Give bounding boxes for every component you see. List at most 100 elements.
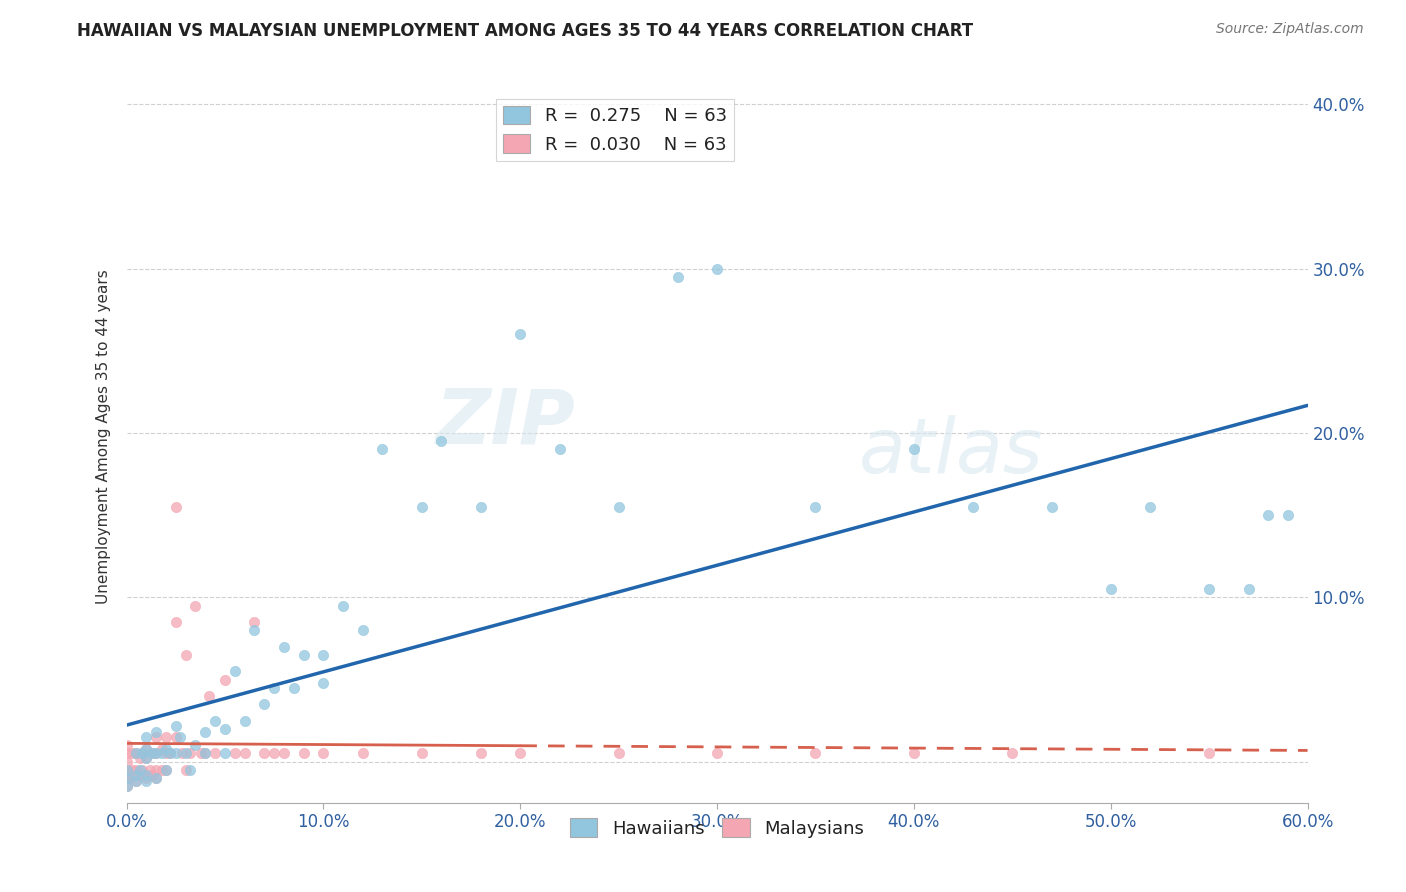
Point — [470, 500, 492, 514]
Point — [115, 747, 138, 761]
Point — [804, 747, 827, 761]
Point — [165, 730, 187, 744]
Point — [125, 774, 148, 789]
Point — [1099, 582, 1122, 596]
Point — [190, 747, 212, 761]
Point — [607, 747, 630, 761]
Point — [135, 774, 157, 789]
Point — [120, 771, 142, 785]
Point — [115, 780, 138, 794]
Point — [165, 718, 187, 732]
Point — [194, 747, 217, 761]
Point — [962, 500, 984, 514]
Point — [165, 615, 187, 629]
Point — [548, 442, 571, 457]
Point — [1257, 508, 1279, 523]
Point — [115, 771, 138, 785]
Point — [184, 739, 207, 753]
Point — [125, 763, 148, 777]
Point — [174, 763, 197, 777]
Point — [1139, 500, 1161, 514]
Text: HAWAIIAN VS MALAYSIAN UNEMPLOYMENT AMONG AGES 35 TO 44 YEARS CORRELATION CHART: HAWAIIAN VS MALAYSIAN UNEMPLOYMENT AMONG… — [77, 22, 973, 40]
Point — [135, 768, 157, 782]
Point — [125, 774, 148, 789]
Point — [135, 751, 157, 765]
Point — [312, 648, 335, 662]
Point — [159, 747, 181, 761]
Point — [145, 771, 167, 785]
Point — [1198, 582, 1220, 596]
Point — [135, 730, 157, 744]
Point — [165, 500, 187, 514]
Text: Source: ZipAtlas.com: Source: ZipAtlas.com — [1216, 22, 1364, 37]
Point — [509, 747, 531, 761]
Point — [411, 500, 433, 514]
Point — [352, 624, 374, 638]
Point — [214, 673, 236, 687]
Point — [135, 771, 157, 785]
Point — [332, 599, 354, 613]
Point — [1040, 500, 1063, 514]
Point — [224, 665, 246, 679]
Point — [253, 697, 276, 711]
Point — [141, 747, 163, 761]
Point — [115, 763, 138, 777]
Point — [131, 763, 153, 777]
Point — [169, 730, 191, 744]
Point — [283, 681, 305, 695]
Point — [1001, 747, 1024, 761]
Point — [131, 747, 153, 761]
Point — [145, 725, 167, 739]
Point — [292, 747, 315, 761]
Point — [115, 755, 138, 769]
Point — [509, 327, 531, 342]
Text: atlas: atlas — [859, 415, 1043, 489]
Point — [145, 763, 167, 777]
Point — [125, 747, 148, 761]
Point — [129, 751, 152, 765]
Point — [121, 747, 143, 761]
Point — [273, 747, 295, 761]
Point — [292, 648, 315, 662]
Text: ZIP: ZIP — [436, 385, 575, 459]
Point — [903, 442, 925, 457]
Point — [194, 725, 217, 739]
Point — [125, 747, 148, 761]
Point — [352, 747, 374, 761]
Point — [145, 771, 167, 785]
Point — [666, 269, 689, 284]
Point — [159, 747, 181, 761]
Legend: Hawaiians, Malaysians: Hawaiians, Malaysians — [562, 811, 872, 845]
Point — [135, 741, 157, 756]
Point — [129, 763, 152, 777]
Point — [804, 500, 827, 514]
Point — [125, 768, 148, 782]
Point — [312, 675, 335, 690]
Point — [179, 763, 201, 777]
Point — [198, 689, 221, 703]
Point — [170, 747, 193, 761]
Point — [470, 747, 492, 761]
Point — [371, 442, 394, 457]
Point — [194, 747, 217, 761]
Point — [706, 747, 728, 761]
Point — [155, 741, 177, 756]
Point — [233, 747, 256, 761]
Point — [430, 434, 453, 449]
Point — [273, 640, 295, 654]
Point — [150, 741, 173, 756]
Point — [115, 780, 138, 794]
Point — [204, 747, 226, 761]
Point — [706, 261, 728, 276]
Point — [233, 714, 256, 728]
Point — [155, 763, 177, 777]
Point — [214, 722, 236, 736]
Point — [155, 763, 177, 777]
Point — [174, 648, 197, 662]
Point — [1237, 582, 1260, 596]
Point — [1198, 747, 1220, 761]
Point — [174, 747, 197, 761]
Point — [135, 751, 157, 765]
Point — [204, 714, 226, 728]
Point — [145, 747, 167, 761]
